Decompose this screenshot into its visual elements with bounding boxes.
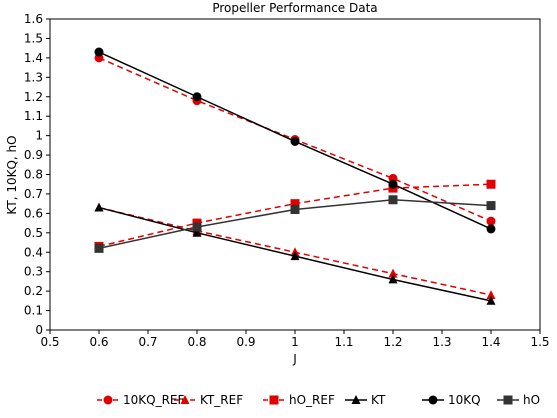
y-tick-label: 0.3 xyxy=(24,265,43,279)
data-point xyxy=(269,395,279,405)
data-point xyxy=(428,395,438,405)
data-point xyxy=(388,195,398,205)
data-point xyxy=(180,395,190,404)
data-point xyxy=(388,268,398,278)
x-tick-label: 1.2 xyxy=(383,335,402,349)
data-point xyxy=(290,204,300,214)
plot-frame xyxy=(49,18,541,331)
legend-item: 10KQ_REF xyxy=(97,393,185,407)
series-layer xyxy=(94,47,496,305)
y-tick-label: 0.6 xyxy=(24,206,43,220)
legend: 10KQ_REF KT_REF hO_REF KT 10KQ hO xyxy=(97,393,540,407)
data-point xyxy=(486,290,496,299)
legend-item: hO xyxy=(497,393,540,407)
data-point xyxy=(486,295,496,305)
legend-item: 10KQ xyxy=(422,393,481,407)
data-point xyxy=(290,199,300,209)
series-10KQ xyxy=(94,47,496,234)
series-hO_REF xyxy=(94,179,496,251)
y-tick-label: 0.2 xyxy=(24,284,43,298)
y-tick-label: 1 xyxy=(35,129,43,143)
data-point xyxy=(486,179,496,189)
x-tick-label: 0.7 xyxy=(138,335,157,349)
data-point xyxy=(290,136,300,146)
plot-area xyxy=(49,18,541,331)
legend-label: hO xyxy=(523,393,540,407)
x-tick-label: 0.9 xyxy=(236,335,255,349)
chart-title: Propeller Performance Data xyxy=(212,1,377,15)
x-tick-label: 0.6 xyxy=(89,335,108,349)
legend-label: KT xyxy=(371,393,386,407)
legend-item: hO_REF xyxy=(263,393,335,407)
y-tick-label: 1.6 xyxy=(24,12,43,26)
x-axis: 0.5 0.6 0.7 0.8 0.9 1 1.1 1.2 1.3 1.4 1.5 xyxy=(40,330,550,349)
data-point xyxy=(192,222,202,232)
y-tick-label: 0 xyxy=(35,323,43,337)
y-axis: 0 0.1 0.2 0.3 0.4 0.5 0.6 0.7 0.8 0.9 1 1.1 1.2 1.3 1.… xyxy=(24,12,50,337)
data-point xyxy=(388,274,398,284)
data-point xyxy=(103,395,113,405)
data-point xyxy=(94,243,104,253)
y-tick-label: 1.3 xyxy=(24,70,43,84)
series-KT_REF xyxy=(94,202,496,299)
y-tick-label: 0.4 xyxy=(24,245,43,259)
data-point xyxy=(351,395,361,404)
x-tick-label: 0.8 xyxy=(187,335,206,349)
data-point xyxy=(192,92,202,102)
series-hO xyxy=(94,195,496,253)
x-tick-label: 1.1 xyxy=(334,335,353,349)
legend-item: KT_REF xyxy=(174,393,243,407)
y-tick-label: 1.5 xyxy=(24,31,43,45)
series-KT xyxy=(94,202,496,305)
y-tick-label: 1.1 xyxy=(24,109,43,123)
x-tick-label: 1 xyxy=(291,335,299,349)
data-point xyxy=(290,251,300,261)
y-axis-label: KT, 10KQ, hO xyxy=(5,135,19,214)
data-point xyxy=(503,395,513,405)
y-tick-label: 0.1 xyxy=(24,304,43,318)
y-tick-label: 0.5 xyxy=(24,226,43,240)
x-tick-label: 0.5 xyxy=(40,335,59,349)
y-tick-label: 1.2 xyxy=(24,90,43,104)
y-tick-label: 0.9 xyxy=(24,148,43,162)
data-point xyxy=(94,47,104,57)
y-tick-label: 1.4 xyxy=(24,51,43,65)
data-point xyxy=(486,224,496,234)
x-tick-label: 1.3 xyxy=(432,335,451,349)
legend-label: 10KQ xyxy=(448,393,481,407)
data-point xyxy=(94,202,104,212)
legend-label: hO_REF xyxy=(289,393,335,407)
x-tick-label: 1.4 xyxy=(481,335,500,349)
data-point xyxy=(486,201,496,211)
x-axis-label: J xyxy=(292,352,297,366)
data-point xyxy=(388,179,398,189)
legend-label: KT_REF xyxy=(200,393,243,407)
data-point xyxy=(192,227,202,237)
y-tick-label: 0.8 xyxy=(24,168,43,182)
series-line xyxy=(98,183,492,248)
x-tick-label: 1.5 xyxy=(530,335,549,349)
legend-label: 10KQ_REF xyxy=(123,393,185,407)
y-tick-label: 0.7 xyxy=(24,187,43,201)
legend-item: KT xyxy=(345,393,386,407)
data-point xyxy=(486,216,496,226)
